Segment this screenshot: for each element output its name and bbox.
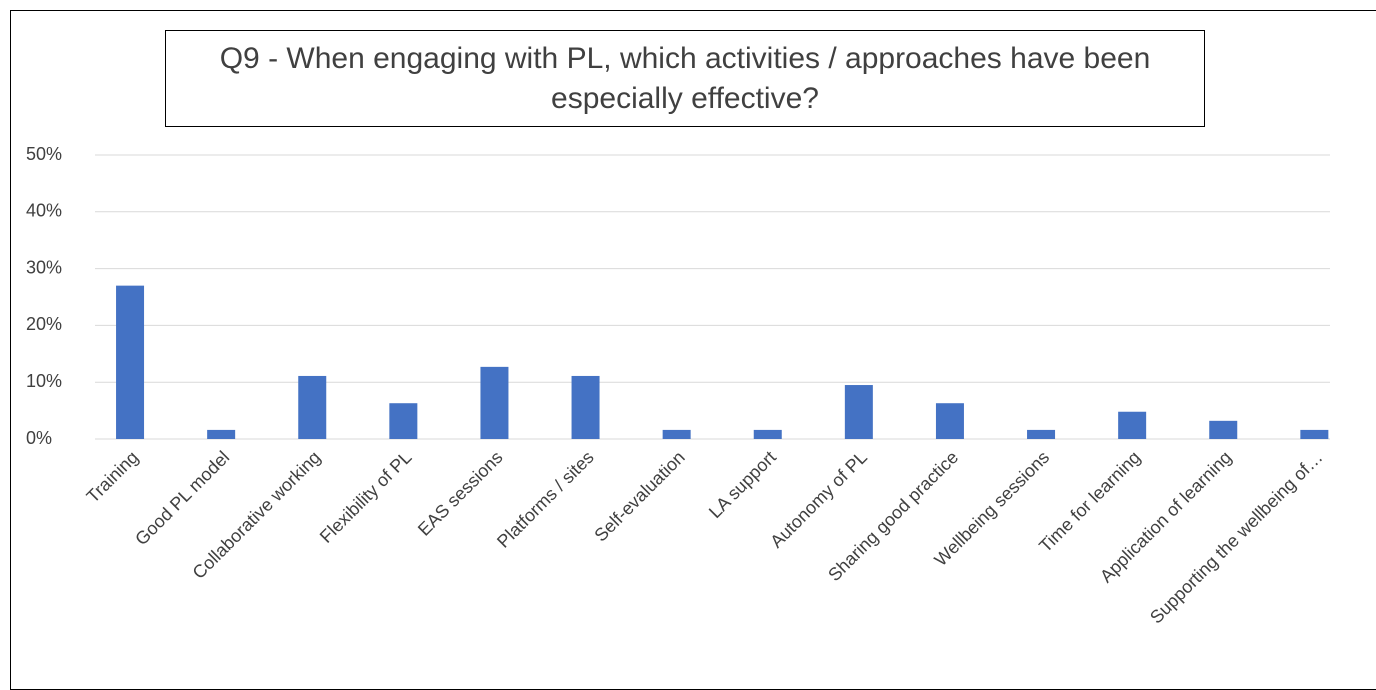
x-tick-label: Flexibility of PL [316,447,416,547]
y-tick-label: 30% [26,257,62,277]
y-tick-label: 0% [26,428,52,448]
bar [571,375,600,439]
bar [935,403,964,439]
x-tick-label: Training [83,447,143,507]
bar [1118,411,1147,439]
bar [207,429,236,439]
bar [480,366,509,439]
bar [844,385,873,439]
y-tick-label: 10% [26,371,62,391]
x-tick-label: Good PL model [131,447,233,549]
bar [1209,420,1238,439]
x-tick-label: LA support [705,447,780,522]
x-tick-label: Platforms / sites [493,447,598,552]
x-tick-label: Autonomy of PL [766,447,871,552]
y-tick-label: 40% [26,201,62,221]
bar [753,429,782,439]
x-tick-label: Supporting the wellbeing of… [1146,447,1326,627]
bar [389,403,418,439]
bar [1300,429,1329,439]
bar [298,375,327,439]
y-tick-label: 50% [26,144,62,164]
bar [662,429,691,439]
x-tick-label: Self-evaluation [590,447,688,545]
y-tick-label: 20% [26,314,62,334]
bar [1027,429,1056,439]
x-tick-label: EAS sessions [414,447,507,540]
bar [116,285,145,439]
chart-title: Q9 - When engaging with PL, which activi… [165,30,1205,127]
